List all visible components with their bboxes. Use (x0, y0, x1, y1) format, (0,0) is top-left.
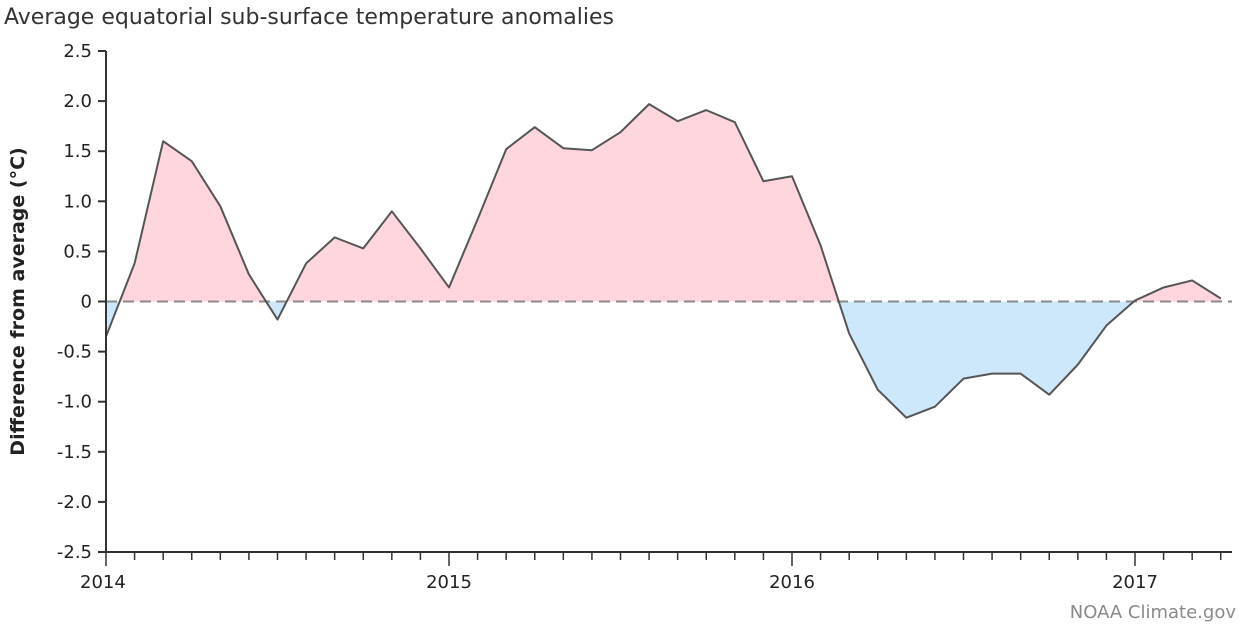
y-tick-label: 2.5 (63, 41, 92, 62)
y-tick-label: 1.5 (63, 141, 92, 162)
credit-label: NOAA Climate.gov (1070, 602, 1237, 623)
chart-title: Average equatorial sub-surface temperatu… (4, 5, 614, 30)
y-tick-label: -0.5 (57, 342, 92, 363)
anomaly-series-line (105, 103, 1222, 419)
x-tick-label: 2017 (1112, 572, 1158, 593)
y-tick-label: 1.0 (63, 191, 92, 212)
x-tick-label: 2014 (80, 572, 126, 593)
y-axis: 2.5 2.0 1.5 1.0 0.5 0 -0.5 -1.0 -1.5 -2.0 -2.5 (57, 41, 107, 563)
y-tick-label: -2.5 (57, 542, 92, 563)
y-tick-label: -2.0 (57, 492, 92, 513)
x-tick-label: 2015 (426, 572, 472, 593)
y-tick-label: -1.0 (57, 392, 92, 413)
positive-anomaly-area (119, 104, 1221, 302)
y-tick-label: 2.0 (63, 91, 92, 112)
y-ticks: 2.5 2.0 1.5 1.0 0.5 0 -0.5 -1.0 -1.5 -2.0 -2.5 (57, 41, 106, 563)
x-tick-label: 2016 (769, 572, 815, 593)
negative-anomaly-area (106, 301, 1134, 418)
y-axis-label: Difference from average (°C) (7, 147, 29, 455)
y-tick-label: 0.5 (63, 241, 92, 262)
y-tick-label: 0 (81, 292, 92, 313)
x-axis: 2014 2015 2016 2017 (80, 551, 1232, 593)
y-tick-label: -1.5 (57, 442, 92, 463)
anomaly-areas (106, 104, 1221, 418)
x-ticks: 2014 2015 2016 2017 (80, 552, 1222, 593)
